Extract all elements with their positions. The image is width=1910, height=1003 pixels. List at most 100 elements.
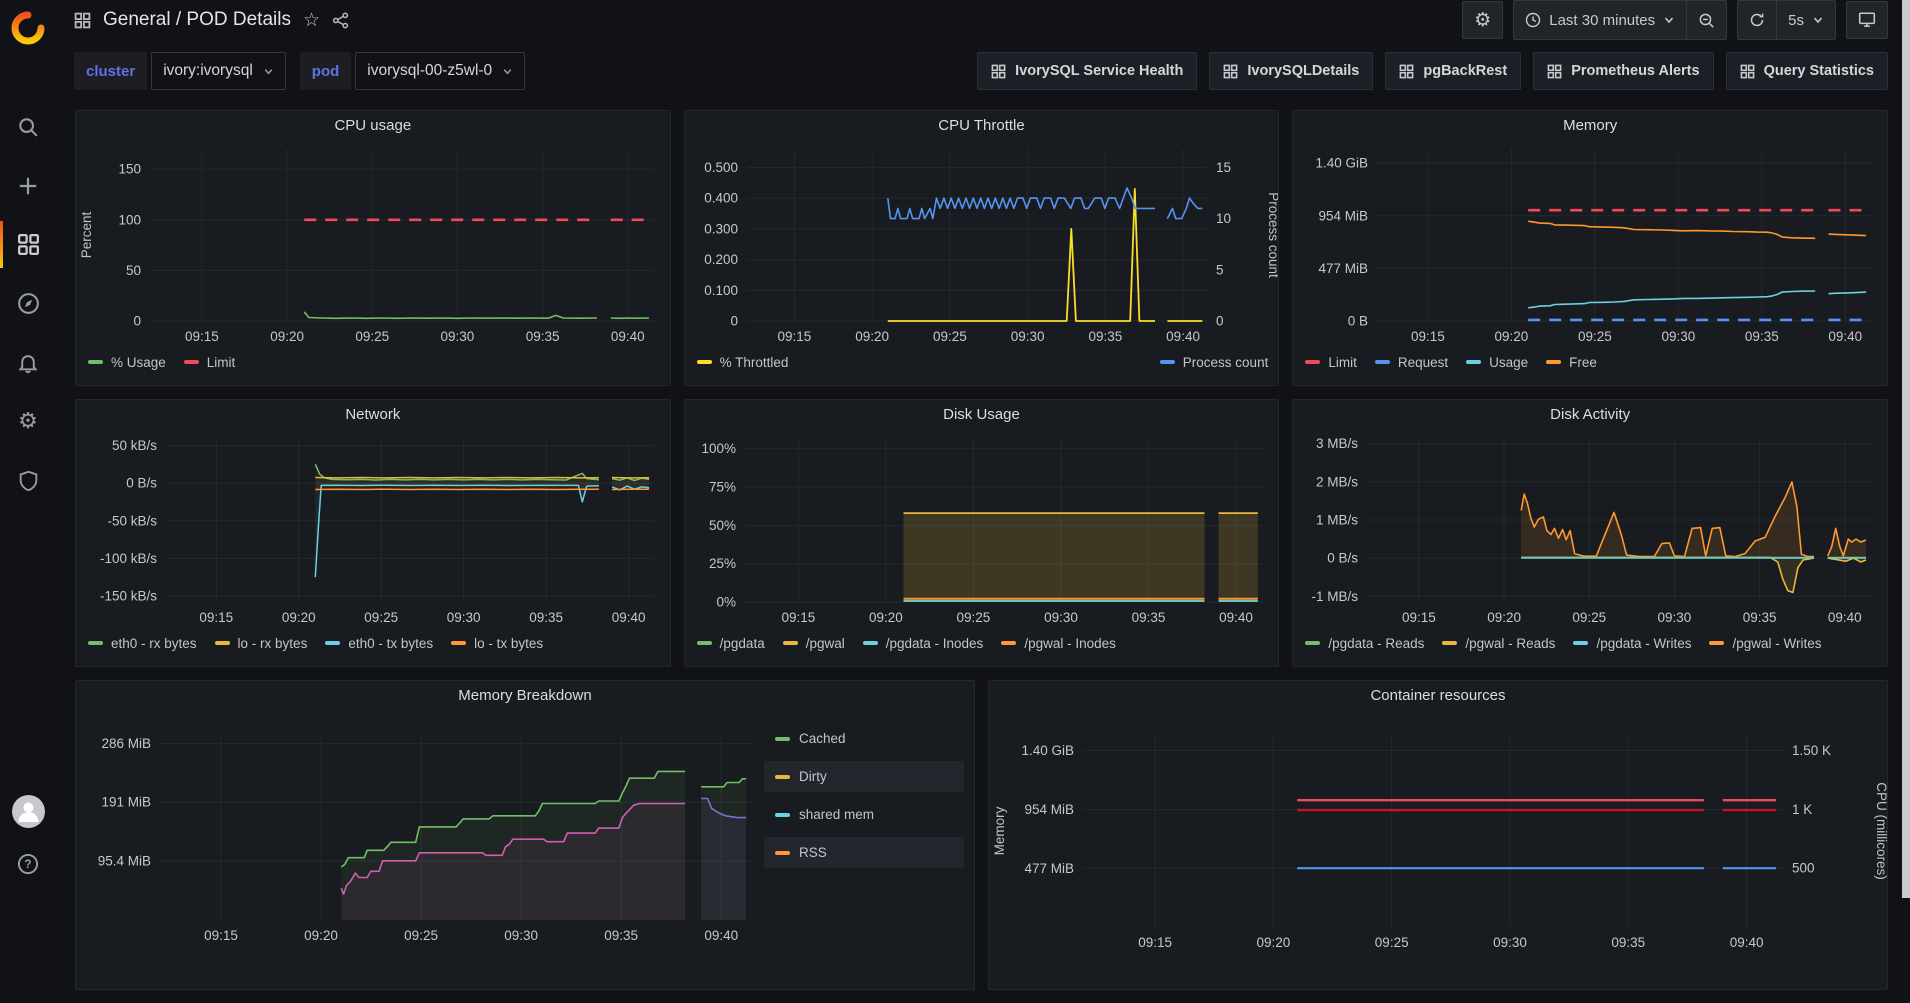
panel-title[interactable]: Disk Activity [1293, 400, 1887, 430]
axis-tick-label: 954 MiB [1319, 208, 1369, 223]
sidebar-bottom: ? [0, 795, 56, 898]
series-area-/pgwal [1218, 513, 1257, 602]
legend-swatch [1375, 360, 1390, 364]
dashboard-grid-icon[interactable] [74, 12, 91, 29]
axis-tick-label: 954 MiB [1024, 802, 1074, 817]
sidebar-item-configuration[interactable]: ⚙ [0, 392, 56, 451]
navbar: General / POD Details ☆ ⚙ [56, 0, 1902, 40]
sidebar-item-help[interactable]: ? [0, 844, 56, 884]
legend-item-lo - rx bytes[interactable]: lo - rx bytes [215, 636, 308, 651]
dashboard-grid-icon [1399, 64, 1414, 79]
chevron-down-icon [1812, 14, 1824, 26]
link-prometheus-alerts[interactable]: Prometheus Alerts [1533, 52, 1713, 90]
axis-tick-label: 15 [1216, 160, 1231, 175]
link-pgbackrest[interactable]: pgBackRest [1385, 52, 1521, 90]
legend-swatch [1001, 641, 1016, 645]
axis-tick-label: 50% [709, 518, 736, 533]
sidebar-item-dashboards[interactable] [0, 215, 56, 274]
panel-title[interactable]: Disk Usage [685, 400, 1279, 430]
chart-canvas: 09:1509:2009:2509:3009:3509:400 B477 MiB… [1293, 141, 1887, 347]
time-range-label: Last 30 minutes [1549, 12, 1655, 29]
legend-label: /pgwal - Inodes [1024, 636, 1116, 651]
chart-canvas: 09:1509:2009:2509:3009:3509:40477 MiB954… [989, 711, 1887, 989]
panel-title[interactable]: Memory Breakdown [76, 681, 974, 711]
legend-item-shared mem[interactable]: shared mem [764, 799, 964, 830]
legend-label: % Usage [111, 355, 166, 370]
legend-item-lo - tx bytes[interactable]: lo - tx bytes [451, 636, 543, 651]
legend-item-Cached[interactable]: Cached [764, 723, 964, 754]
variable-pod-select[interactable]: ivorysql-00-z5wl-0 [355, 52, 525, 90]
panel-title[interactable]: CPU usage [76, 111, 670, 141]
legend-item-Process count[interactable]: Process count [1160, 355, 1269, 370]
legend-item-Limit[interactable]: Limit [1305, 355, 1357, 370]
grafana-logo[interactable] [11, 11, 45, 45]
axis-tick-label: 09:20 [1495, 329, 1529, 344]
panel-title[interactable]: Container resources [989, 681, 1887, 711]
legend-label: /pgwal [806, 636, 845, 651]
axis-tick-label: 1 MB/s [1316, 513, 1358, 528]
panel-title[interactable]: Memory [1293, 111, 1887, 141]
time-range-picker[interactable]: Last 30 minutes [1514, 1, 1686, 39]
sidebar-item-server-admin[interactable] [0, 451, 56, 510]
chevron-down-icon [502, 66, 513, 77]
user-avatar[interactable] [12, 795, 45, 828]
dashboard-settings-button[interactable]: ⚙ [1462, 1, 1503, 39]
series-line-/pgwal - Reads [1522, 557, 1815, 592]
axis-tick-label: 477 MiB [1024, 861, 1074, 876]
link-ivorysql-service-health[interactable]: IvorySQL Service Health [977, 52, 1197, 90]
panel-body: 09:1509:2009:2509:3009:3509:400 B477 MiB… [1293, 141, 1887, 347]
axis-tick-label: 09:35 [1743, 610, 1777, 625]
sidebar-item-alerting[interactable] [0, 333, 56, 392]
legend-item-Usage[interactable]: Usage [1466, 355, 1528, 370]
legend-item-eth0 - rx bytes[interactable]: eth0 - rx bytes [88, 636, 197, 651]
axis-tick-label: 09:35 [604, 928, 638, 943]
kiosk-mode-button[interactable] [1846, 1, 1888, 39]
legend-item-/pgdata - Writes[interactable]: /pgdata - Writes [1573, 636, 1691, 651]
panel-title[interactable]: Network [76, 400, 670, 430]
variable-cluster-select[interactable]: ivory:ivorysql [151, 52, 286, 90]
link-ivorysqldetails[interactable]: IvorySQLDetails [1209, 52, 1373, 90]
chart-area: 09:1509:2009:2509:3009:3509:4050 kB/s0 B… [76, 430, 670, 628]
page-title[interactable]: General / POD Details [103, 9, 291, 31]
sidebar-nav: ⚙ [0, 97, 56, 510]
chevron-down-icon [263, 66, 274, 77]
chart-canvas: 09:1509:2009:2509:3009:3509:40050100150P… [76, 141, 670, 347]
zoom-out-icon [1698, 12, 1715, 29]
legend-item-Limit[interactable]: Limit [184, 355, 236, 370]
legend-item-Dirty[interactable]: Dirty [764, 761, 964, 792]
link-query-statistics[interactable]: Query Statistics [1726, 52, 1888, 90]
legend-item-Free[interactable]: Free [1546, 355, 1597, 370]
panel-row-3: Memory Breakdown 09:1509:2009:2509:3009:3… [75, 680, 1888, 990]
zoom-out-button[interactable] [1686, 1, 1726, 39]
panel-title[interactable]: CPU Throttle [685, 111, 1279, 141]
axis-tick-label: 0 [1216, 314, 1224, 329]
legend-item-/pgwal[interactable]: /pgwal [783, 636, 845, 651]
sidebar-item-explore[interactable] [0, 274, 56, 333]
legend-item-/pgdata - Inodes[interactable]: /pgdata - Inodes [863, 636, 984, 651]
scrollbar-thumb[interactable] [1902, 0, 1910, 898]
refresh-button[interactable] [1738, 1, 1776, 39]
legend-item-eth0 - tx bytes[interactable]: eth0 - tx bytes [325, 636, 433, 651]
refresh-interval-picker[interactable]: 5s [1776, 1, 1835, 39]
bell-icon [17, 352, 39, 374]
panel-memory: Memory09:1509:2009:2509:3009:3509:400 B4… [1292, 110, 1888, 386]
legend-item-/pgwal - Writes[interactable]: /pgwal - Writes [1709, 636, 1821, 651]
legend-item-/pgwal - Inodes[interactable]: /pgwal - Inodes [1001, 636, 1116, 651]
chart-area: 09:1509:2009:2509:3009:3509:40-1 MB/s0 B… [1293, 430, 1887, 628]
legend-item-% Usage[interactable]: % Usage [88, 355, 166, 370]
legend-item-Request[interactable]: Request [1375, 355, 1448, 370]
axis-tick-label: 25% [709, 556, 736, 571]
gear-icon: ⚙ [18, 411, 38, 433]
legend-item-/pgwal - Reads[interactable]: /pgwal - Reads [1442, 636, 1555, 651]
legend-item-/pgdata[interactable]: /pgdata [697, 636, 765, 651]
share-icon[interactable] [332, 12, 349, 29]
legend-item-% Throttled[interactable]: % Throttled [697, 355, 789, 370]
axis-tick-label: 09:35 [1745, 329, 1779, 344]
series-line-Usage [1829, 292, 1867, 294]
star-icon[interactable]: ☆ [303, 9, 320, 31]
sidebar-item-create[interactable] [0, 156, 56, 215]
legend: % Usage Limit [76, 347, 670, 385]
legend-item-/pgdata - Reads[interactable]: /pgdata - Reads [1305, 636, 1424, 651]
sidebar-item-search[interactable] [0, 97, 56, 156]
legend-item-RSS[interactable]: RSS [764, 837, 964, 868]
